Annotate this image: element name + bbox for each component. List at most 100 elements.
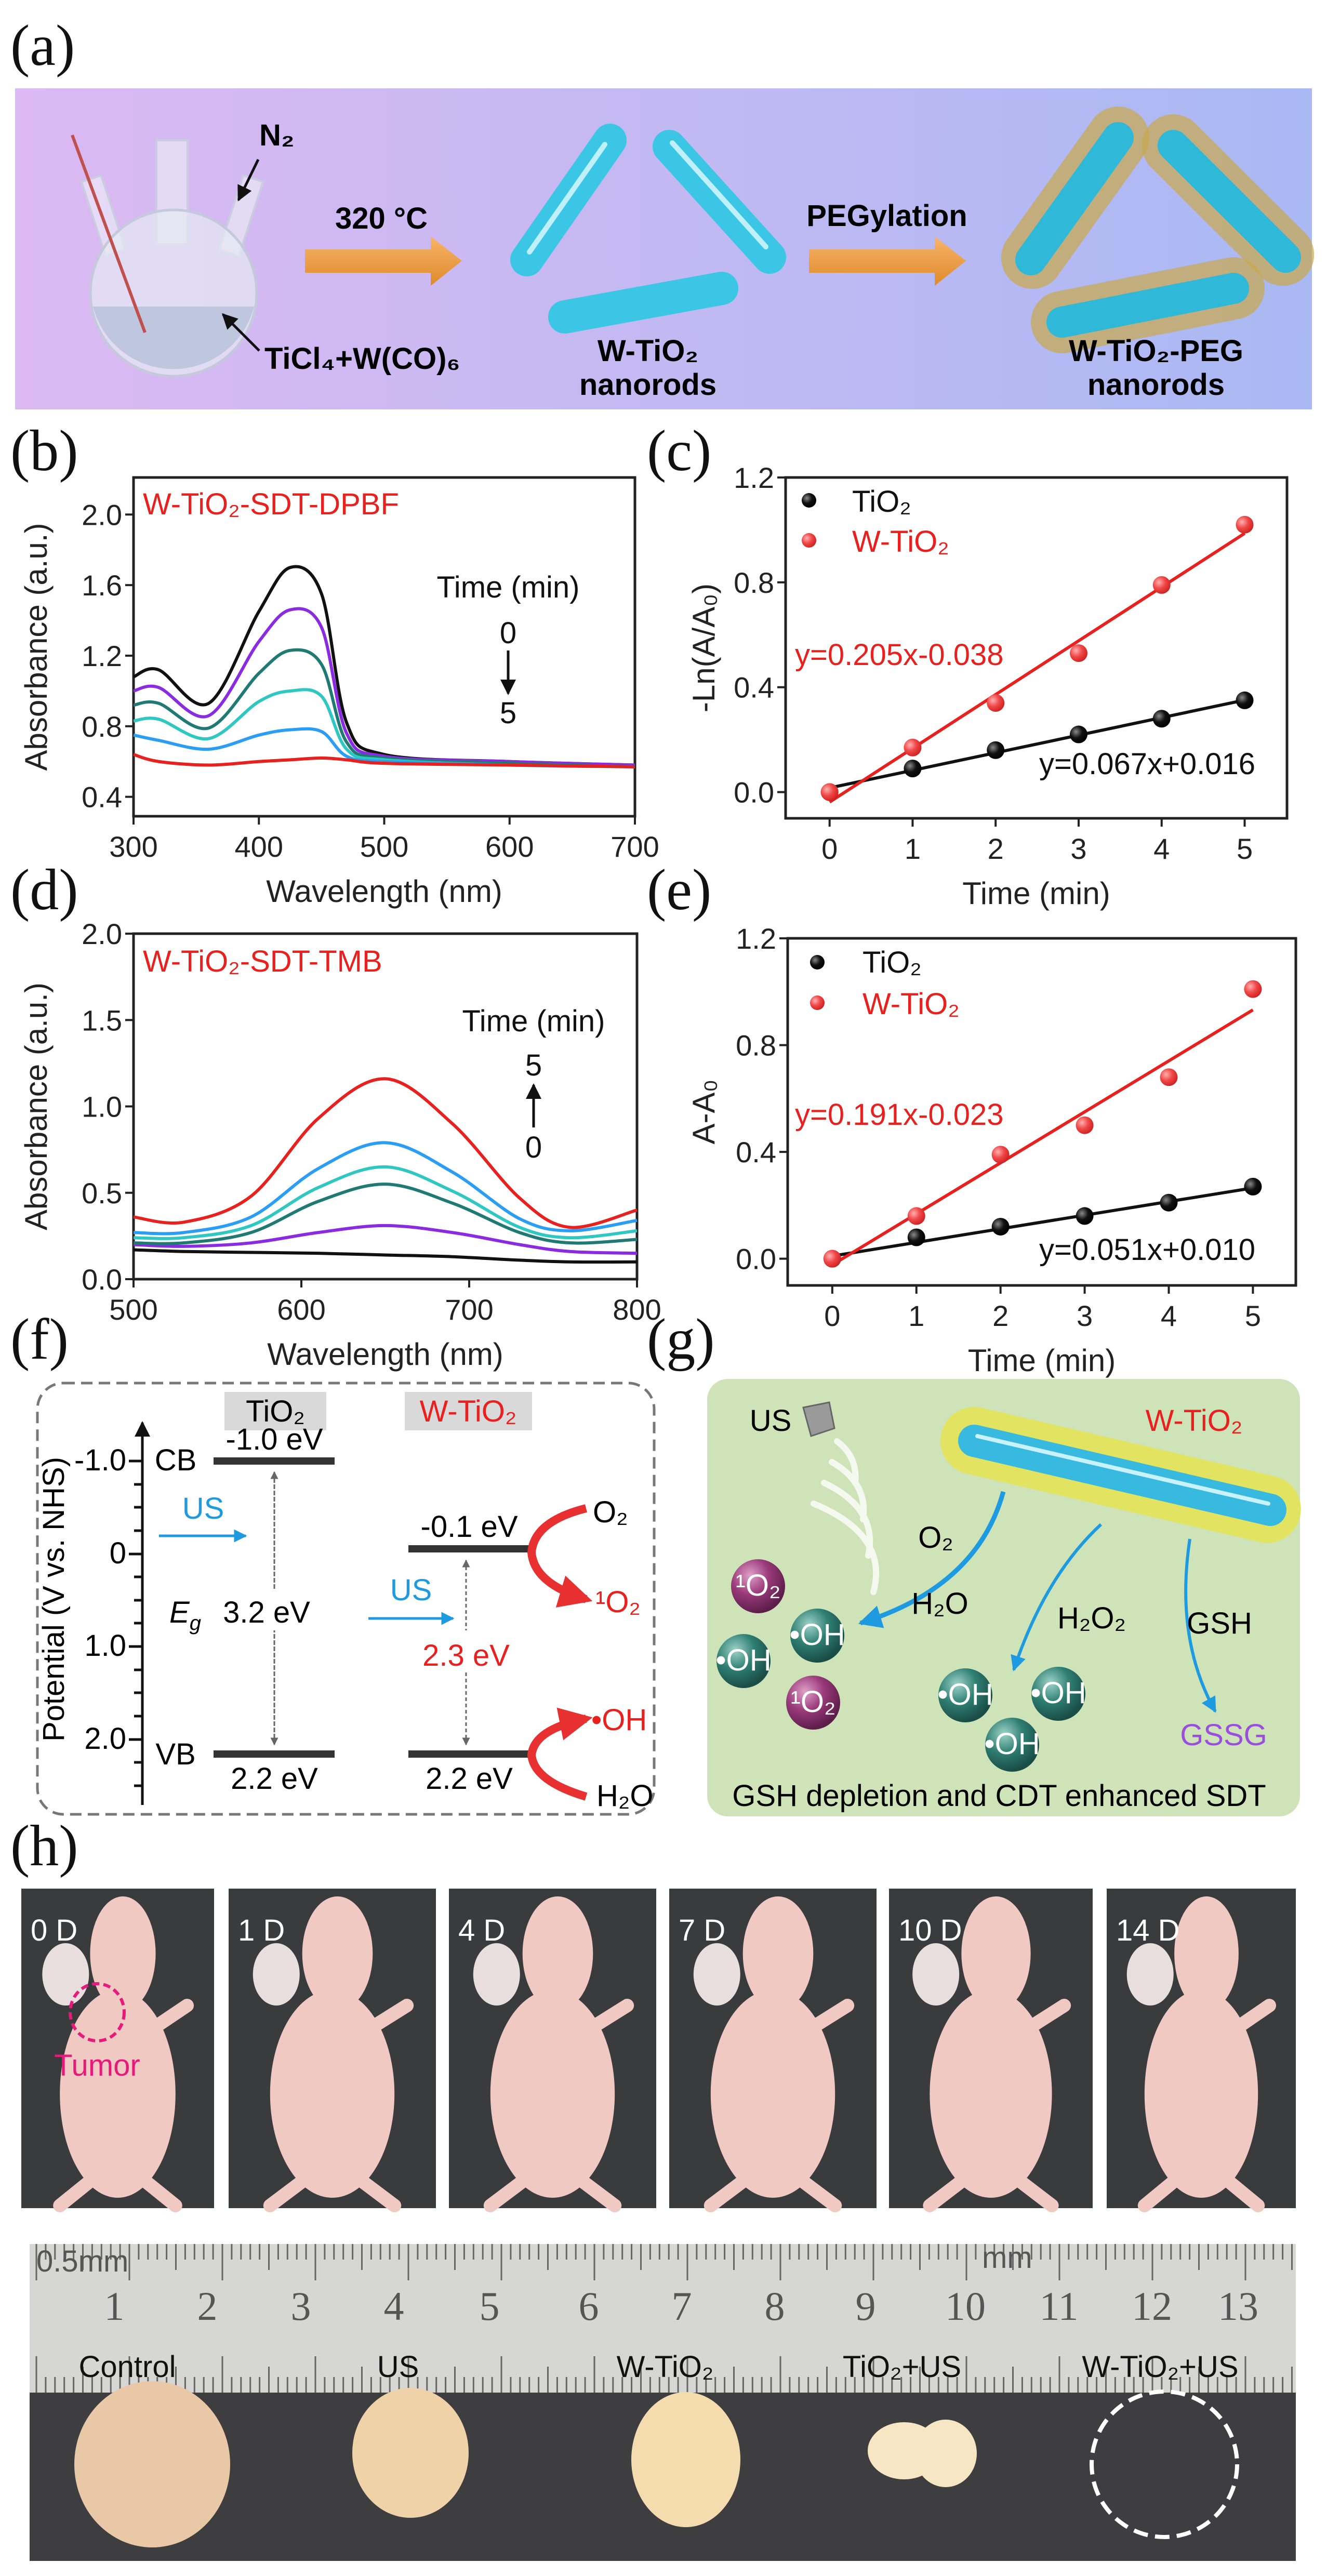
- h2o2-pathway-arrow: [1011, 1523, 1103, 1671]
- o2-pathway-arrow: [858, 1491, 1006, 1628]
- panel-g-mechanism: US W-TiO₂ O₂ H₂O H₂O₂ GSH GSSG ¹O₂ •OH •…: [707, 1379, 1304, 1816]
- flask-icon: [71, 134, 264, 378]
- mouse-photo-day-4: 10 D: [889, 1889, 1093, 2212]
- mouse-ear: [693, 1943, 740, 2006]
- mouse-body: [930, 1990, 1052, 2198]
- chart-b-title: W-TiO₂-SDT-DPBF: [143, 487, 399, 521]
- h2o-oxidation-arrow: [527, 1707, 593, 1801]
- x-axis-label: Time (min): [968, 1343, 1116, 1378]
- wgap-label-bg: [415, 1630, 519, 1672]
- f-ytick-1: 0: [110, 1536, 126, 1570]
- tumor-tio2-us-lobe: [914, 2420, 977, 2487]
- wtio2-vb-value: 2.2 eV: [426, 1762, 513, 1796]
- mouse-ear: [473, 1943, 520, 2006]
- svg-text:¹O₂: ¹O₂: [791, 1685, 836, 1719]
- panel-label-d: (d): [10, 858, 78, 922]
- chart-d-time-label: Time (min): [462, 1004, 605, 1038]
- y-axis-label: Absorbance (a.u.): [19, 982, 54, 1230]
- data-point-w-tio2: [907, 1207, 925, 1225]
- ruler-number: 8: [765, 2283, 785, 2329]
- gsh-pathway-arrow: [1184, 1538, 1217, 1713]
- panel-h-mouse-photos: 0 D 1 D 4 D 7 D 10 D 14 D: [21, 1889, 1296, 2212]
- series-line-t3: [133, 1165, 638, 1240]
- y-tick-label: 0.4: [82, 781, 122, 814]
- mouse-photo-day-1: 1 D: [229, 1889, 436, 2212]
- potential-axis-ticks: [129, 1459, 142, 1787]
- wtio2-header-box: [405, 1392, 532, 1430]
- hydroxyl-radical-sphere: •OH: [1030, 1667, 1086, 1721]
- singlet-oxygen-sphere: ¹O₂: [786, 1676, 840, 1730]
- chart-e-fit-wtio2: y=0.191x-0.023: [795, 1098, 1003, 1132]
- eg-symbol: Eg: [169, 1596, 201, 1635]
- chart-e-tmb-kinetics: 0 1 2 3 4 5 0.0 0.4 0.8 1.2 Time (min) A-A₀: [686, 922, 1297, 1378]
- day-label: 4 D: [458, 1914, 505, 1947]
- mouse-head: [302, 1896, 373, 2011]
- data-point-w-tio2: [1244, 980, 1262, 998]
- panel-f-band-diagram: -1.0 0 1.0 2.0 Potential (V vs. NHS) TiO…: [36, 1382, 656, 1816]
- vb-label: VB: [155, 1737, 195, 1771]
- y-tick-label: 1.6: [82, 569, 122, 602]
- x-tick-label: 400: [235, 830, 283, 863]
- plot-frame: [784, 476, 1289, 820]
- series-line-t1: [133, 607, 635, 767]
- nanorods-icon: [510, 124, 786, 334]
- mouse-photo-day-2: 4 D: [449, 1889, 656, 2212]
- ruler-number: 12: [1132, 2283, 1172, 2329]
- data-point-w-tio2: [823, 1250, 841, 1268]
- fit-line-w-tio2: [829, 532, 1246, 804]
- ruler-number: 11: [1039, 2283, 1078, 2329]
- mouse-ear: [253, 1943, 300, 2006]
- peg-nanorod-icon: [940, 1407, 1304, 1544]
- mouse-fore-leg: [149, 1999, 194, 2033]
- mouse-fore-leg: [367, 1999, 414, 2033]
- f-ylabel: Potential (V vs. NHS): [37, 1457, 71, 1742]
- o2-label: O₂: [593, 1495, 628, 1529]
- ruler-number: 1: [104, 2283, 125, 2329]
- chart-c-ln-kinetics: 0 1 2 3 4 5 0.0 0.4 0.8 1.2 Time (min) -Ln(A/A₀): [686, 461, 1289, 911]
- panel-label-f: (f): [10, 1307, 69, 1372]
- day-label: 14 D: [1116, 1914, 1180, 1947]
- mouse-head: [1174, 1896, 1239, 2011]
- tio2-header: TiO₂: [246, 1395, 305, 1428]
- x-axis-label: Wavelength (nm): [267, 1337, 503, 1372]
- chart-d-tmb-absorbance: 500 600 700 800 0.0 0.5 1.0 1.5 2.0 Wavelength (n…: [19, 918, 661, 1372]
- precursor-arrow: [221, 313, 260, 352]
- mouse-fore-leg: [587, 1999, 634, 2033]
- fit-line-tio2: [829, 698, 1245, 790]
- data-point-tio2: [1069, 725, 1087, 743]
- ruler-number: 9: [856, 2283, 876, 2329]
- data-point-tio2: [904, 760, 922, 778]
- data-point-w-tio2: [904, 738, 922, 756]
- x-tick-label: 5: [1237, 832, 1253, 865]
- ruler-unit-right: mm: [982, 2241, 1032, 2275]
- mouse-fore-leg: [1232, 1999, 1277, 2033]
- x-axis-label: Time (min): [962, 876, 1110, 911]
- panel-h-excised-tumors: 0.5mm mm 1 2 3 4 5 6 7 8 9 10 11 12 13 Control US W-Ti…: [30, 2241, 1296, 2561]
- series-line-t1: [133, 1224, 638, 1255]
- data-point-tio2: [1160, 1193, 1178, 1212]
- hydroxyl-radical-sphere: •OH: [789, 1609, 845, 1663]
- o2-reduction-arrow: [527, 1504, 593, 1608]
- group-label-0: Control: [79, 2350, 176, 2384]
- data-point-tio2: [991, 1217, 1010, 1236]
- mouse-ear: [1126, 1943, 1174, 2006]
- data-point-tio2: [1236, 691, 1254, 709]
- mouse-fore-leg: [807, 1999, 855, 2033]
- mouse-hind-leg: [483, 2175, 528, 2212]
- day-label: 1 D: [238, 1914, 285, 1947]
- group-label-1: US: [377, 2350, 419, 2384]
- ruler-number: 7: [672, 2283, 692, 2329]
- data-point-w-tio2: [987, 694, 1005, 712]
- chart-d-time-end: 5: [525, 1048, 542, 1082]
- data-point-w-tio2: [1069, 644, 1087, 662]
- y-tick-label: 0.0: [734, 776, 774, 809]
- y-tick-label: 1.5: [82, 1004, 122, 1037]
- h2o-label: H₂O: [596, 1779, 654, 1813]
- o2-label: O₂: [918, 1521, 953, 1555]
- panel-label-a: (a): [10, 14, 75, 78]
- panel-label-b: (b): [10, 419, 78, 483]
- material-label: W-TiO₂: [1146, 1404, 1243, 1438]
- panel-label-e: (e): [647, 858, 711, 922]
- series-line-t5: [133, 1077, 638, 1229]
